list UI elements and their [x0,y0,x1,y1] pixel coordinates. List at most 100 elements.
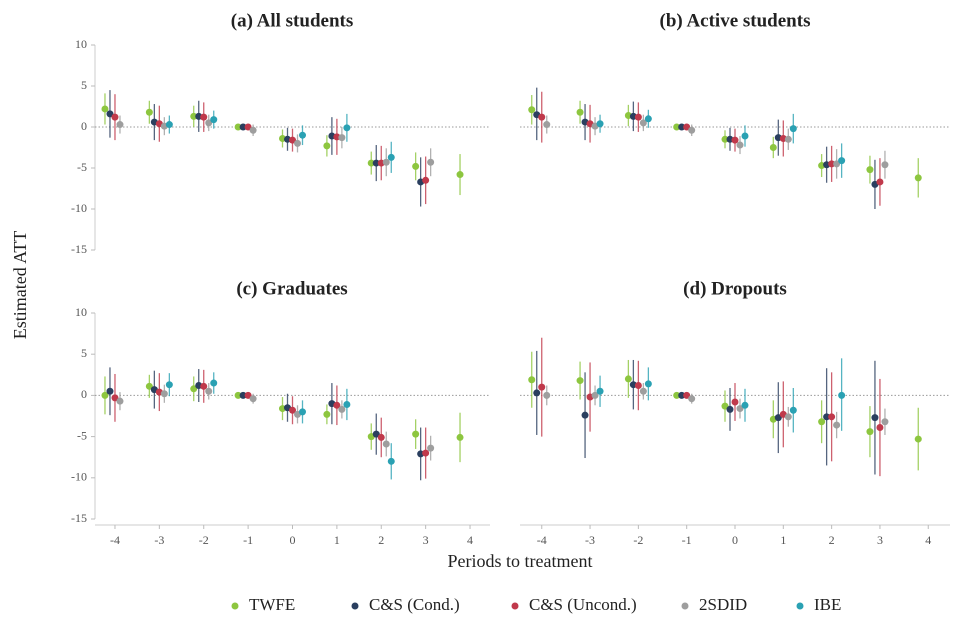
point [239,391,247,399]
series [165,372,395,480]
panel-title: (d) Dropouts [683,278,787,299]
point [624,375,632,383]
point [731,136,739,144]
panel: (b) Active students [520,10,950,209]
point [683,391,691,399]
point [427,444,435,452]
y-tick-label: 10 [75,305,87,319]
point [644,380,652,388]
point [249,395,257,403]
y-tick-label: -15 [71,242,87,256]
legend-label: IBE [814,595,841,614]
panel-title: (c) Graduates [236,278,347,299]
point [244,123,252,131]
y-tick-label: 5 [81,346,87,360]
point [205,387,213,395]
point [422,449,430,457]
point [210,116,218,124]
series [111,369,430,479]
y-tick-label: -15 [71,511,87,525]
y-tick-label: -10 [71,201,87,215]
point [769,144,777,151]
point [784,135,792,143]
point [106,387,114,395]
point [387,153,395,161]
series [116,114,435,177]
point [639,119,647,127]
y-axis-label: Estimated ATT [10,231,30,339]
point [422,176,430,184]
x-tick-label: -4 [537,533,547,547]
point [145,382,153,390]
point [165,381,173,389]
point [372,159,380,167]
point [741,401,749,409]
point [741,132,749,140]
point [343,400,351,408]
legend-marker [231,602,239,610]
point [412,162,420,170]
point [294,139,301,147]
legend-marker [796,602,804,610]
y-tick-label: 5 [81,78,87,92]
point [688,126,696,134]
series [528,351,922,471]
legend-label: TWFE [249,595,295,614]
point [914,435,922,443]
series [533,350,879,475]
point [106,110,114,118]
point [634,382,642,390]
point [838,157,846,165]
point [111,113,119,121]
point [591,391,599,399]
point [881,418,889,426]
legend: TWFE C&S (Cond.) C&S (Uncond.) 2SDID IBE [231,595,841,614]
point [673,123,681,131]
point [581,411,589,419]
point [828,160,836,168]
point [528,106,536,114]
y-tick-label: 0 [81,387,87,401]
series [165,110,395,173]
series [538,91,884,206]
legend-label: C&S (Cond.) [369,595,460,614]
x-tick-label: -1 [682,533,692,547]
point [866,166,874,174]
point [382,440,390,448]
x-tick-label: 1 [780,533,786,547]
series [596,109,846,178]
point [234,391,242,399]
x-tick-label: 1 [334,533,340,547]
point [200,113,208,121]
point [721,402,729,410]
point [538,383,546,391]
point [726,405,734,413]
point [299,131,306,139]
point [596,387,604,395]
point [338,134,346,142]
point [116,121,124,129]
legend-marker [351,602,359,610]
point [736,405,744,413]
point [789,125,797,133]
x-tick-label: 3 [877,533,883,547]
series [101,374,464,463]
point [528,376,536,384]
point [427,158,435,166]
panel: (a) All students 10 5 0 -5 -10 -15 [71,10,490,256]
point [101,391,109,399]
x-tick-label: 2 [378,533,384,547]
panel: (d) Dropouts -4 -3 -2 -1 0 1 2 3 4 [520,278,950,547]
point [299,408,306,416]
y-tick-label: 0 [81,119,87,133]
point [784,413,792,421]
point [774,414,782,422]
point [205,119,213,127]
point [543,391,551,399]
legend-label: 2SDID [699,595,747,614]
y-tick-label: 10 [75,37,87,51]
point [234,123,242,131]
point [871,414,879,422]
point [289,136,296,144]
